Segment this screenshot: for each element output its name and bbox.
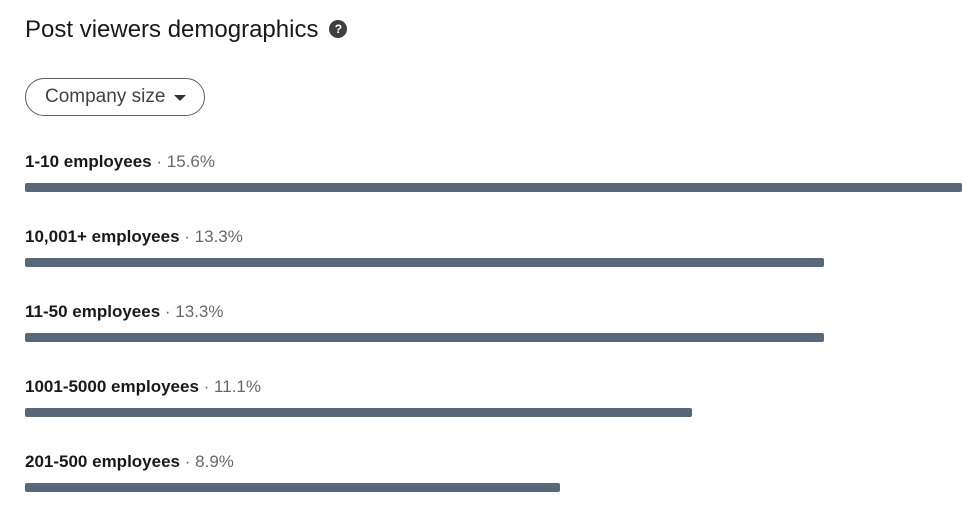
- demographic-percent: 15.6%: [166, 152, 215, 171]
- demographic-label: 1001-5000 employees: [25, 377, 199, 396]
- demographic-label: 1-10 employees: [25, 152, 152, 171]
- demographic-row: 1001-5000 employees · 11.1%: [25, 376, 962, 451]
- bar-track: [25, 408, 962, 417]
- demographic-row: 10,001+ employees · 13.3%: [25, 226, 962, 301]
- demographic-percent: 13.3%: [175, 302, 224, 321]
- bar-track: [25, 258, 962, 267]
- demographic-label: 10,001+ employees: [25, 227, 180, 246]
- percentage-bar: [25, 258, 824, 267]
- demographics-list: 1-10 employees · 15.6% 10,001+ employees…: [25, 151, 962, 526]
- bar-track: [25, 333, 962, 342]
- percentage-bar: [25, 483, 560, 492]
- demographic-label: 11-50 employees: [25, 302, 161, 321]
- bar-track: [25, 183, 962, 192]
- separator: ·: [184, 452, 191, 471]
- question-circle-icon[interactable]: ?: [329, 20, 348, 38]
- demographic-row: 1-10 employees · 15.6%: [25, 151, 962, 226]
- percentage-bar: [25, 183, 962, 192]
- company-size-dropdown[interactable]: Company size: [25, 78, 206, 116]
- separator: ·: [156, 152, 163, 171]
- separator: ·: [164, 302, 171, 321]
- demographics-header: Post viewers demographics ?: [25, 16, 348, 44]
- demographic-percent: 11.1%: [214, 377, 261, 396]
- bar-track: [25, 483, 962, 492]
- caret-down-icon: [174, 95, 187, 101]
- demographic-percent: 13.3%: [194, 227, 243, 246]
- percentage-bar: [25, 333, 824, 342]
- separator: ·: [203, 377, 210, 396]
- separator: ·: [184, 227, 190, 246]
- demographic-percent: 8.9%: [195, 452, 234, 471]
- demographic-row: 11-50 employees · 13.3%: [25, 301, 962, 376]
- dropdown-label: Company size: [45, 86, 166, 107]
- page-title: Post viewers demographics: [25, 16, 319, 43]
- demographic-row: 201-500 employees · 8.9%: [25, 451, 962, 526]
- demographic-label: 201-500 employees: [25, 452, 180, 471]
- percentage-bar: [25, 408, 692, 417]
